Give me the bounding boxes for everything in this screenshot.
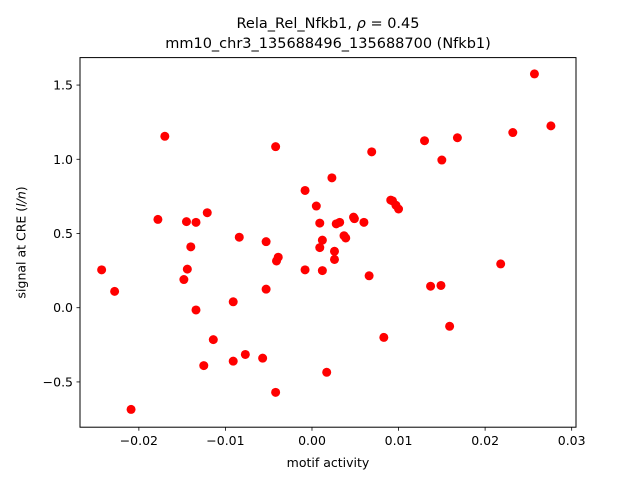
data-point-5 <box>179 275 189 285</box>
data-point-59 <box>546 121 556 131</box>
chart-title-line1: Rela_Rel_Nfkb1, ρ = 0.45 <box>236 16 419 32</box>
data-point-35 <box>329 254 339 264</box>
data-point-25 <box>300 185 310 195</box>
data-point-45 <box>379 332 389 342</box>
y-tick-label-3: 1.0 <box>53 152 73 167</box>
data-point-4 <box>160 131 170 141</box>
x-tick-label-5: 0.03 <box>558 433 586 448</box>
chart-title-prefix: Rela_Rel_Nfkb1, <box>236 16 356 32</box>
y-axis-label: signal at CRE (l/n) <box>14 186 29 298</box>
data-point-30 <box>317 235 327 245</box>
data-point-12 <box>202 208 212 218</box>
x-tick-label-0: −0.02 <box>120 433 158 448</box>
data-point-9 <box>191 217 201 227</box>
data-point-50 <box>420 136 430 146</box>
data-point-10 <box>191 305 201 315</box>
data-point-37 <box>335 217 345 227</box>
data-point-43 <box>364 271 374 281</box>
data-point-28 <box>315 218 325 228</box>
data-point-54 <box>445 321 455 331</box>
data-point-17 <box>240 349 250 359</box>
data-point-33 <box>327 173 337 183</box>
data-point-16 <box>234 232 244 242</box>
plot-area-frame <box>79 57 577 428</box>
data-point-58 <box>529 69 539 79</box>
data-point-19 <box>261 237 271 247</box>
y-tick-label-2: 0.5 <box>53 226 73 241</box>
data-point-29 <box>315 243 325 253</box>
data-point-56 <box>496 259 506 269</box>
data-point-8 <box>186 242 196 252</box>
y-tick-label-0: −0.5 <box>43 374 73 389</box>
data-point-15 <box>228 356 238 366</box>
data-point-51 <box>426 281 436 291</box>
y-axis-label-text: signal at CRE ( <box>14 207 29 299</box>
data-point-18 <box>258 353 268 363</box>
data-point-49 <box>394 204 404 214</box>
data-point-32 <box>322 367 332 377</box>
data-point-20 <box>261 284 271 294</box>
scatter-points <box>97 69 556 414</box>
x-tick-label-3: 0.01 <box>385 433 413 448</box>
chart-title-line2: mm10_chr3_135688496_135688700 (Nfkb1) <box>165 36 491 52</box>
y-tick-label-1: 0.0 <box>53 300 73 315</box>
x-tick-label-2: 0.00 <box>298 433 326 448</box>
data-point-7 <box>182 264 192 274</box>
data-point-34 <box>329 246 339 256</box>
x-axis-label: motif activity <box>287 455 370 470</box>
chart-title-rho-value: = 0.45 <box>366 16 420 32</box>
y-axis-label-italic: l/n <box>14 191 29 207</box>
data-point-26 <box>300 265 310 275</box>
x-tick-label-4: 0.02 <box>471 433 499 448</box>
data-point-0 <box>97 265 107 275</box>
data-point-2 <box>126 404 136 414</box>
y-axis-ticks: −0.5 0.0 0.5 1.0 1.5 <box>43 78 80 389</box>
data-point-31 <box>317 266 327 276</box>
data-point-41 <box>349 214 359 224</box>
data-point-6 <box>181 217 191 227</box>
data-point-22 <box>271 387 281 397</box>
data-point-13 <box>208 335 218 345</box>
y-axis-label-suffix: ) <box>14 186 29 191</box>
y-tick-label-4: 1.5 <box>53 78 73 93</box>
data-point-14 <box>228 297 238 307</box>
data-point-11 <box>199 361 209 371</box>
data-point-3 <box>153 214 163 224</box>
data-point-39 <box>341 233 351 243</box>
data-point-21 <box>271 142 281 152</box>
data-point-1 <box>110 286 120 296</box>
data-point-27 <box>311 201 321 211</box>
x-tick-label-1: −0.01 <box>206 433 244 448</box>
data-point-42 <box>359 217 369 227</box>
data-point-44 <box>367 147 377 157</box>
data-point-53 <box>437 155 447 165</box>
data-point-24 <box>273 252 283 262</box>
data-point-57 <box>508 128 518 138</box>
data-point-52 <box>436 280 446 290</box>
x-axis-ticks: −0.02 −0.01 0.00 0.01 0.02 0.03 <box>120 427 586 448</box>
data-point-55 <box>452 133 462 143</box>
chart-title-rho: ρ <box>357 16 367 32</box>
